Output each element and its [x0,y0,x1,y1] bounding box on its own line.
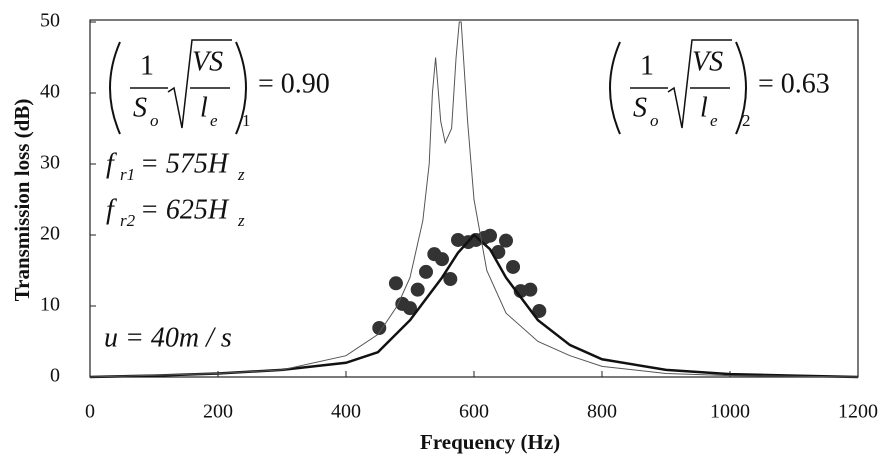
freq-symbol: f [106,194,117,225]
y-tick-label: 10 [40,294,60,316]
point [532,303,547,318]
x-tick-label: 1000 [710,401,750,423]
point [523,282,538,297]
x-tick-label: 0 [85,401,95,423]
point [483,228,497,243]
x-tick-label: 800 [587,401,617,423]
formula: 1 S o VS l e 1 = 0.90 [109,39,330,135]
y-tick-label: 20 [40,223,60,245]
y-tick-label: 40 [40,81,60,103]
x-tick-label: 400 [331,401,361,423]
formula-value: = 0.63 [758,68,830,99]
radicand-bottom-sub: e [710,111,718,130]
radicand-top: VS [692,46,723,77]
radicand-bottom: l [200,92,208,123]
y-tick-label: 50 [40,10,60,32]
outer-sub: 1 [242,111,251,130]
point [419,264,433,279]
paren [109,41,121,135]
numerator: 1 [640,50,654,81]
point [403,301,417,316]
y-tick-label: 30 [40,152,60,174]
radicand-bottom: l [700,92,708,123]
point [372,321,387,336]
point [435,252,449,267]
freq-sub: r1 [120,165,135,184]
point [506,259,521,274]
sqrt [667,39,732,129]
formula-value: = 0.90 [258,68,330,99]
radicand-top: VS [192,46,223,77]
denominator: S [633,92,647,123]
outer-sub: 2 [742,111,751,130]
freq-unit-sub: z [237,165,245,184]
paren [609,41,621,135]
point [499,233,513,248]
freq-sub: r2 [120,211,136,230]
y-axis-label: Transmission loss (dB) [10,99,34,302]
freq-unit-sub: z [237,211,245,230]
denominator-sub: o [650,111,659,130]
paren [235,41,247,135]
point [443,272,458,287]
x-axis-label: Frequency (Hz) [420,430,560,454]
point [410,282,425,297]
x-tick-label: 600 [459,401,489,423]
radicand-bottom-sub: e [210,111,218,130]
x-tick-label: 200 [203,401,233,423]
freq-value: = 575H [140,148,230,179]
speed-label: u = 40m / s [104,322,232,353]
formula: 1 S o VS l e 2 = 0.63 [609,39,830,135]
freq-symbol: f [106,148,117,179]
freq-value: = 625H [140,194,230,225]
curve [89,21,859,378]
y-tick-label: 0 [50,365,60,387]
paren [735,41,747,135]
denominator-sub: o [150,111,159,130]
denominator: S [133,92,147,123]
curve [89,233,859,379]
point [388,276,403,291]
sqrt [167,39,232,129]
numerator: 1 [140,50,154,81]
x-tick-label: 1200 [838,401,878,423]
